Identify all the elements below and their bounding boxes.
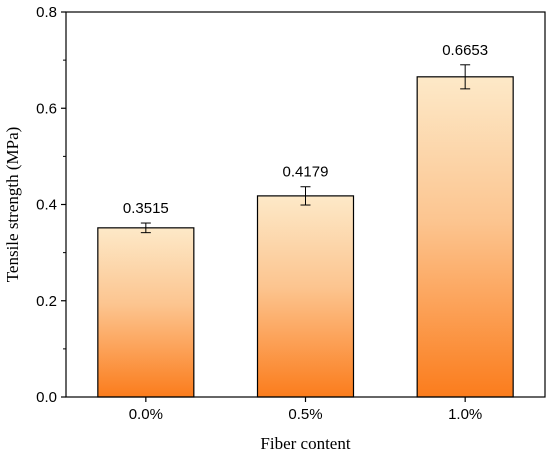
y-axis-title: Tensile strength (MPa) xyxy=(3,127,22,283)
x-tick-label-1: 0.0% xyxy=(129,406,163,423)
error-bar-1 xyxy=(140,222,151,234)
y-tick-label-4: 0.6 xyxy=(36,100,57,117)
x-axis-title: Fiber content xyxy=(260,434,350,453)
y-tick-label-5: 0.8 xyxy=(36,4,57,21)
data-label-2: 0.4179 xyxy=(283,164,329,181)
bar-1 xyxy=(97,227,195,398)
error-bar-2 xyxy=(300,186,311,206)
data-label-1: 0.3515 xyxy=(123,200,169,217)
data-labels-layer: 0.3515 0.4179 0.6653 xyxy=(123,42,488,217)
error-bar-3 xyxy=(460,64,471,90)
x-tick-label-2: 0.5% xyxy=(288,406,322,423)
x-axis-ticks: 0.0% 0.5% 1.0% xyxy=(129,397,482,423)
bar-3 xyxy=(416,76,514,398)
y-tick-label-2: 0.2 xyxy=(36,293,57,310)
bars-layer xyxy=(97,76,514,398)
y-tick-label-1: 0.0 xyxy=(36,389,57,406)
data-label-3: 0.6653 xyxy=(442,42,488,59)
bar-2 xyxy=(256,195,355,398)
error-bars-layer xyxy=(140,64,471,234)
y-axis-ticks: 0.0 0.2 0.4 0.6 0.8 xyxy=(36,4,66,406)
y-tick-label-3: 0.4 xyxy=(36,197,57,214)
x-tick-label-3: 1.0% xyxy=(448,406,482,423)
